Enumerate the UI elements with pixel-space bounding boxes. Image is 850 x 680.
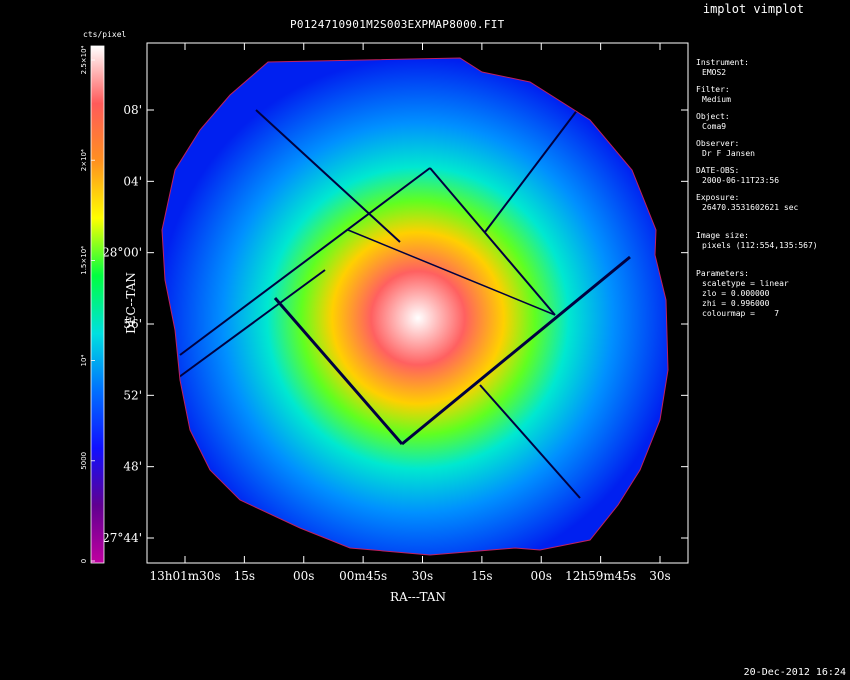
colorbar-frame [90,45,105,564]
y-tick-label: 48' [123,460,142,474]
colorbar-unit-label: cts/pixel [83,30,127,39]
info-value: EMOS2 [702,68,727,77]
parameters-label: Parameters: [696,269,749,278]
info-value: Coma9 [702,122,727,131]
parameter-line: scaletype = linear [702,279,789,288]
x-axis-ticks: 13h01m30s 15s 00s 00m45s 30s 15s 00s 12h59m45s 3… [149,43,671,583]
y-axis-label: DEC--TAN [124,272,138,334]
info-label: Observer: [696,139,740,148]
info-section: DATE-OBS: 2000-06-11T23:56 [696,166,818,186]
info-section: Filter: Medium [696,85,818,105]
info-label: Exposure: [696,193,740,202]
info-panel: Instrument: EMOS2 Filter: Medium Object: Coma… [696,58,818,326]
x-tick-label: 13h01m30s [149,569,220,583]
info-value: Dr F Jansen [702,149,755,158]
footer-timestamp: 20-Dec-2012 16:24 [743,667,846,678]
colorbar-tick-label: 2×10⁴ [80,149,88,171]
info-section: Image size: pixels (112:554,135:567) [696,231,818,251]
info-label: Object: [696,112,730,121]
y-tick-label: 08' [123,103,142,117]
x-tick-label: 15s [471,569,492,583]
info-value: 2000-06-11T23:56 [702,176,780,185]
colorbar-tick-label: 10⁴ [80,355,88,367]
x-tick-label: 15s [234,569,255,583]
info-label: Filter: [696,85,730,94]
colorbar-tick-label: 2.5×10⁴ [80,45,88,74]
x-tick-label: 00m45s [339,569,387,583]
colorbar-gradient [91,46,104,563]
parameter-line: zhi = 0.996000 [702,299,770,308]
info-label: DATE-OBS: [696,166,740,175]
plot-frame [146,42,689,564]
info-label: Instrument: [696,58,749,67]
colorbar: 2.5×10⁴ 2×10⁴ 1.5×10⁴ 10⁴ 5000 0 [80,45,105,564]
info-value: 26470.3531602621 sec [702,203,799,212]
x-tick-label: 12h59m45s [565,569,636,583]
x-tick-label: 30s [649,569,670,583]
info-section: Observer: Dr F Jansen [696,139,818,159]
app-title: implot vimplot [702,2,804,16]
plot-title: P0124710901M2S003EXPMAP8000.FIT [290,18,505,31]
y-tick-label: 28°00' [102,246,142,260]
info-section: Instrument: EMOS2 [696,58,818,78]
y-tick-label: 04' [123,174,142,188]
info-value: Medium [702,95,731,104]
info-label: Image size: [696,231,749,240]
y-axis-ticks: 08' 04' 28°00' 56' 52' 48' 27°44' [102,103,688,545]
colorbar-tick-label: 1.5×10⁴ [80,246,88,275]
info-section: Exposure: 26470.3531602621 sec [696,193,818,213]
y-tick-label: 52' [123,388,142,402]
exposure-map-image [161,57,669,556]
info-value: pixels (112:554,135:567) [702,241,818,250]
x-tick-label: 00s [293,569,314,583]
info-section: Object: Coma9 [696,112,818,132]
y-tick-label: 27°44' [102,531,142,545]
parameters-section: Parameters: scaletype = linear zlo = 0.000… [696,269,818,319]
y-tick-label: 56' [123,317,142,331]
colorbar-tick-label: 5000 [80,452,88,470]
parameter-line: colourmap = 7 [702,309,780,318]
x-tick-label: 00s [531,569,552,583]
colorbar-tick-label: 0 [80,559,88,563]
parameter-line: zlo = 0.000000 [702,289,770,298]
x-tick-label: 30s [412,569,433,583]
x-axis-label: RA---TAN [390,590,446,604]
colorbar-ticks: 2.5×10⁴ 2×10⁴ 1.5×10⁴ 10⁴ 5000 0 [80,45,95,563]
